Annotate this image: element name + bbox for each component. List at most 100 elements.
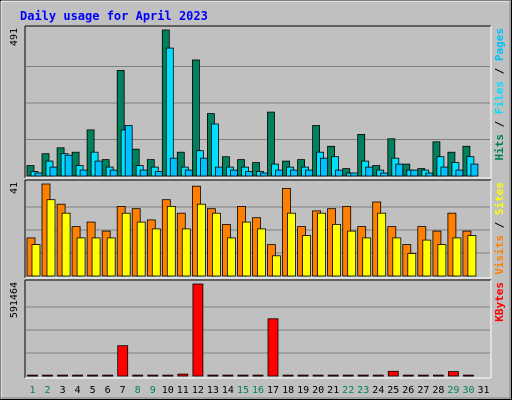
visits-sites-bar-sites-day-4: [76, 237, 86, 277]
hits-files-pages-bar-pages-day-3: [64, 154, 73, 177]
legend-sites: Sites: [493, 182, 506, 215]
kbytes-bar-kbytes-day-18: [282, 374, 294, 377]
visits-sites-bar-sites-day-22: [347, 230, 357, 277]
hits-files-pages-bar-hits-day-1: [26, 165, 35, 177]
hits-files-pages-bar-pages-day-10: [169, 157, 178, 177]
hits-files-pages-bar-pages-day-20: [320, 157, 329, 177]
hits-files-pages-bar-pages-day-22: [350, 172, 359, 177]
visits-sites-bar-sites-day-17: [272, 255, 281, 277]
kbytes-bar-kbytes-day-16: [252, 374, 264, 377]
visits-sites-bar-sites-day-11: [181, 228, 191, 277]
kbytes-bar-kbytes-day-8: [132, 374, 144, 377]
day-label-18: 18: [282, 385, 294, 396]
visits-sites-bar-sites-day-26: [407, 253, 417, 277]
hits-files-pages-legend: Hits / Files / Pages: [493, 28, 506, 161]
day-label-15: 15: [237, 385, 249, 396]
hits-files-pages-bar-hits-day-12: [191, 59, 200, 177]
kbytes-bar-kbytes-day-22: [342, 374, 354, 377]
visits-sites-bar-sites-day-10: [166, 205, 176, 277]
hits-files-pages-bar-pages-day-23: [365, 166, 374, 177]
hits-files-pages-bar-pages-day-17: [275, 169, 283, 177]
hits-files-pages-bar-pages-day-18: [290, 169, 298, 177]
hits-files-pages-bar-pages-day-6: [109, 169, 118, 177]
day-label-8: 8: [135, 385, 141, 396]
day-label-13: 13: [207, 385, 219, 396]
hits-files-pages-bar-pages-day-27: [425, 172, 434, 177]
day-label-24: 24: [372, 385, 384, 396]
hits-files-pages-bar-pages-day-5: [94, 160, 103, 177]
hits-files-pages-bar-pages-day-15: [245, 171, 253, 177]
hits-files-pages-bar-pages-day-28: [440, 166, 449, 177]
kbytes-bar-kbytes-day-13: [207, 374, 219, 377]
day-label-25: 25: [387, 385, 399, 396]
day-label-22: 22: [342, 385, 354, 396]
kbytes-bar-kbytes-day-11: [177, 373, 189, 377]
kbytes-bar-kbytes-day-1: [27, 374, 38, 377]
visits-sites-bar-sites-day-20: [317, 212, 327, 277]
visits-sites-bar-sites-day-2: [46, 199, 56, 277]
kbytes-bar-kbytes-day-21: [327, 374, 339, 377]
day-label-30: 30: [462, 385, 474, 396]
visits-sites-bar-sites-day-21: [332, 223, 342, 277]
kbytes-bar-kbytes-day-7: [117, 345, 129, 377]
day-label-20: 20: [312, 385, 324, 396]
hits-files-pages-bar-pages-day-19: [305, 169, 314, 177]
kbytes-bar-kbytes-day-15: [237, 374, 249, 377]
hits-files-pages-bar-pages-day-29: [455, 169, 464, 177]
hits-files-pages-bar-pages-day-2: [49, 166, 58, 177]
day-label-10: 10: [162, 385, 174, 396]
hits-files-pages-bar-files-day-13: [210, 123, 219, 177]
visits-sites-bar-sites-day-1: [31, 244, 41, 277]
kbytes-panel: [25, 280, 491, 378]
hits-files-pages-bar-pages-day-12: [199, 157, 208, 177]
kbytes-bar-kbytes-day-10: [162, 374, 174, 377]
visits-sites-bar-sites-day-12: [196, 203, 206, 277]
visits-sites-bar-sites-day-6: [106, 237, 116, 277]
kbytes-bar-kbytes-day-29: [447, 371, 459, 377]
hits-files-pages-bar-pages-day-24: [380, 172, 389, 177]
visits-sites-bar-sites-day-13: [211, 212, 221, 277]
day-label-1: 1: [29, 385, 35, 396]
day-label-27: 27: [417, 385, 429, 396]
hits-files-pages-bar-pages-day-25: [395, 163, 404, 177]
hits-files-pages-bar-pages-day-7: [124, 125, 133, 177]
visits-sites-bar-sites-day-7: [121, 212, 131, 277]
kbytes-bar-kbytes-day-17: [267, 318, 279, 377]
hits-files-pages-bar-pages-day-11: [184, 169, 193, 177]
day-label-14: 14: [222, 385, 234, 396]
visits-sites-bar-sites-day-19: [302, 235, 312, 277]
hits-files-pages-bar-hits-day-7: [116, 70, 125, 177]
hits-files-pages-bar-hits-day-25: [387, 138, 396, 177]
hits-files-pages-bar-pages-day-30: [470, 163, 479, 177]
legend-files: Files: [493, 81, 506, 114]
hits-files-pages-bar-hits-day-16: [252, 162, 260, 177]
visits-sites-bar-sites-day-9: [151, 228, 161, 277]
kbytes-bar-kbytes-day-26: [402, 374, 414, 377]
visits-sites-bar-sites-day-15: [242, 221, 251, 277]
kbytes-bar-kbytes-day-14: [222, 374, 234, 377]
kbytes-legend: KBytes: [493, 282, 506, 322]
kbytes-bar-kbytes-day-19: [297, 374, 309, 377]
day-label-17: 17: [267, 385, 279, 396]
day-label-12: 12: [192, 385, 204, 396]
visits-sites-bar-sites-day-3: [61, 212, 71, 277]
visits-sites-bar-sites-day-23: [362, 237, 372, 277]
hits-files-pages-bar-pages-day-9: [154, 171, 163, 177]
visits-sites-bar-sites-day-30: [467, 235, 477, 277]
kbytes-bar-kbytes-day-28: [432, 374, 444, 377]
visits-sites-bar-sites-day-14: [226, 237, 236, 277]
day-label-16: 16: [252, 385, 264, 396]
kbytes-bar-kbytes-day-25: [387, 370, 399, 377]
day-label-5: 5: [90, 385, 96, 396]
visits-sites-bar-sites-day-18: [287, 212, 296, 277]
hits-files-pages-bar-files-day-28: [436, 156, 445, 177]
day-label-4: 4: [75, 385, 81, 396]
day-label-9: 9: [150, 385, 156, 396]
hits-files-pages-bar-files-day-10: [165, 47, 174, 177]
visits-sites-bar-sites-day-29: [452, 237, 462, 277]
kbytes-bar-kbytes-day-5: [87, 374, 98, 377]
hits-files-pages-bar-pages-day-8: [139, 169, 148, 177]
kbytes-bar-kbytes-day-6: [102, 374, 114, 377]
visits-sites-bar-sites-day-27: [422, 239, 432, 277]
